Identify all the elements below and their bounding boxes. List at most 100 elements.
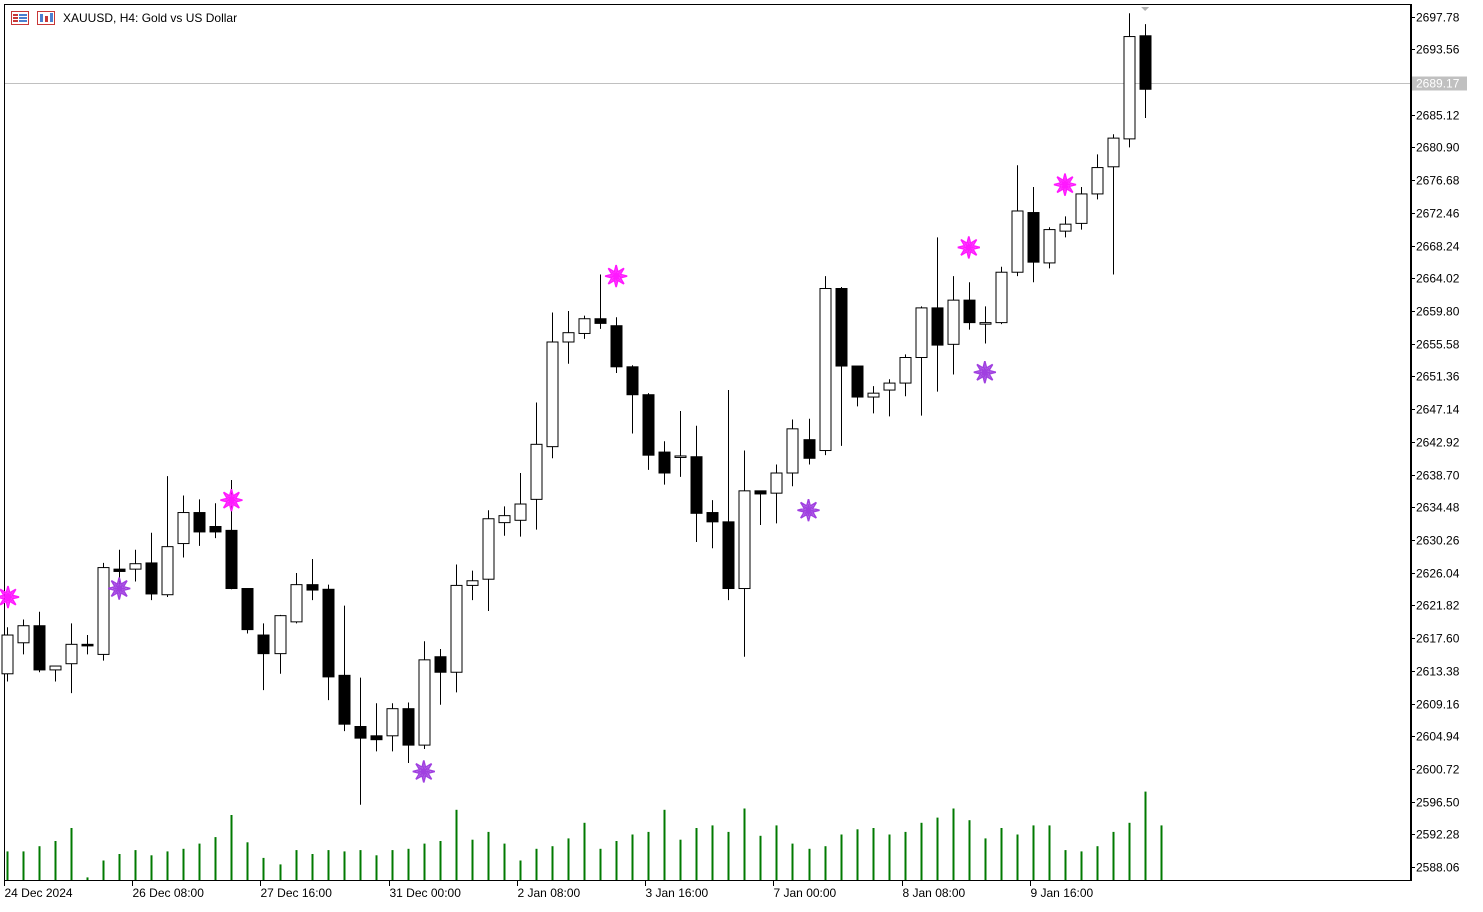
price-tick-label: 2659.80 <box>1416 305 1460 319</box>
candle-body-bear <box>754 490 767 495</box>
star-core <box>608 268 624 284</box>
candle-body-bull <box>819 288 832 452</box>
candle-body-bull <box>562 332 575 343</box>
star-core <box>223 492 240 508</box>
candle <box>899 354 912 397</box>
candle <box>995 266 1008 325</box>
candle-body-bull <box>514 503 527 521</box>
candle <box>514 473 527 537</box>
candle-body-bull <box>770 472 783 494</box>
candle-body-bear <box>658 451 671 474</box>
signal-star-magenta-icon <box>0 585 20 609</box>
candle-body-bull <box>1123 36 1136 140</box>
candle <box>867 386 880 414</box>
candle <box>1123 13 1136 148</box>
chart-window-icon[interactable] <box>11 11 29 25</box>
candle-body-bear <box>594 318 607 324</box>
signal-star-purple-icon <box>973 361 997 384</box>
price-tick-label: 2626.04 <box>1416 567 1460 581</box>
price-tick-label: 2630.26 <box>1416 534 1460 548</box>
candle <box>658 441 671 485</box>
candle <box>65 623 78 694</box>
star-core <box>111 580 127 597</box>
candle-body-bear <box>610 325 623 368</box>
chart-settings-icon[interactable] <box>37 11 55 25</box>
candle-body-bear <box>193 512 206 533</box>
candle-body-bear <box>145 562 158 595</box>
star-outline <box>1053 173 1077 196</box>
candle-body-bull <box>466 580 479 586</box>
candle <box>835 286 848 446</box>
price-tick-label: 2693.56 <box>1416 43 1460 57</box>
candle <box>177 495 190 558</box>
candle-body-bull <box>979 322 992 325</box>
time-axis[interactable]: 24 Dec 2024 26 Dec 08:00 27 Dec 16:00 31 De… <box>4 881 1094 900</box>
star-core <box>0 589 16 605</box>
price-tick-label: 2642.92 <box>1416 436 1460 450</box>
signal-markers <box>0 173 1077 783</box>
candle-body-bull <box>578 318 591 334</box>
candle <box>129 549 142 582</box>
candle <box>434 648 447 705</box>
candle-body-bull <box>17 625 30 644</box>
price-tick-label: 2676.68 <box>1416 174 1460 188</box>
time-tick-label: 2 Jan 08:00 <box>518 886 581 900</box>
price-tick-label: 2668.24 <box>1416 240 1460 254</box>
candle-body-bear <box>626 366 639 396</box>
candle-body-bull <box>546 341 559 448</box>
candle <box>81 635 94 655</box>
time-tick-label: 8 Jan 08:00 <box>903 886 966 900</box>
candle-body-bull <box>97 567 110 655</box>
candle <box>49 665 62 682</box>
candle-body-bull <box>161 546 174 596</box>
candle <box>786 419 799 487</box>
candle-body-bear <box>33 625 46 671</box>
candle-body-bull <box>915 307 928 359</box>
candle-body-bear <box>931 307 944 346</box>
bid-price-label: 2689.17 <box>1416 77 1460 91</box>
price-tick-label: 2604.94 <box>1416 730 1460 744</box>
price-tick-label: 2600.72 <box>1416 763 1460 777</box>
candle-body-bull <box>1107 137 1120 168</box>
candle <box>626 365 639 434</box>
price-axis[interactable]: 2697.78 2693.56 2685.12 2680.90 2676.68 2672.… <box>1411 11 1460 875</box>
candle <box>1 627 14 682</box>
candle-body-bull <box>1 634 14 675</box>
candle <box>33 611 46 673</box>
candle <box>1011 165 1024 277</box>
star-outline <box>797 499 820 522</box>
signal-star-magenta-icon <box>957 236 980 259</box>
candle <box>594 274 607 329</box>
candle-body-bull <box>290 584 303 623</box>
candle <box>947 276 960 375</box>
candle-body-bull <box>274 615 287 655</box>
plot-frame <box>4 4 1411 881</box>
candle <box>851 365 864 407</box>
signal-star-magenta-icon <box>604 264 628 288</box>
star-outline <box>108 577 131 600</box>
candle <box>1139 24 1152 118</box>
candle-body-bull <box>1059 223 1072 232</box>
candle-body-bull <box>947 299 960 345</box>
price-tick-label: 2596.50 <box>1416 796 1460 810</box>
time-tick-label: 3 Jan 16:00 <box>646 886 709 900</box>
chart-description: Gold vs US Dollar <box>142 11 237 25</box>
price-tick-label: 2617.60 <box>1416 632 1460 646</box>
candle <box>690 425 703 543</box>
candle <box>450 564 463 693</box>
signal-star-magenta-icon <box>220 488 243 512</box>
candle <box>1059 216 1072 238</box>
price-tick-label: 2655.58 <box>1416 338 1460 352</box>
candle-body-bear <box>851 365 864 398</box>
candle <box>979 306 992 344</box>
signal-star-magenta-icon <box>1053 173 1077 196</box>
candle-body-bear <box>209 525 222 533</box>
candle-body-bear <box>306 584 319 591</box>
price-tick-label: 2664.02 <box>1416 272 1460 286</box>
candles <box>1 13 1152 805</box>
candle <box>1091 154 1104 200</box>
signal-star-purple-icon <box>108 577 131 600</box>
candle <box>915 306 928 416</box>
